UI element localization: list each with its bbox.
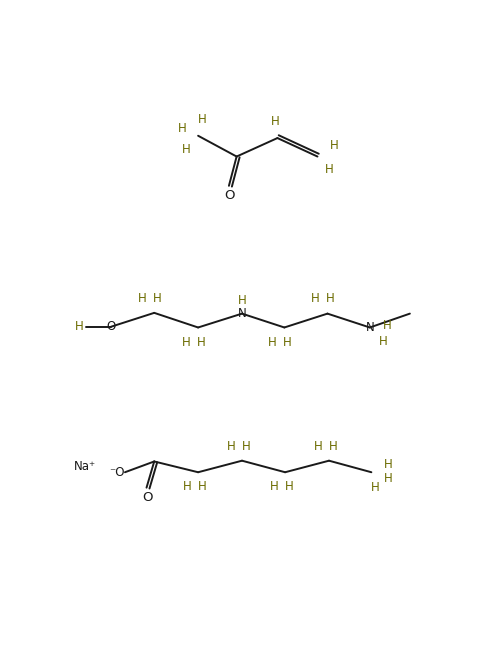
- Text: O: O: [225, 189, 235, 202]
- Text: H: H: [198, 480, 207, 493]
- Text: H: H: [270, 480, 279, 493]
- Text: O: O: [142, 491, 153, 504]
- Text: Na⁺: Na⁺: [74, 460, 96, 473]
- Text: H: H: [271, 116, 279, 129]
- Text: H: H: [384, 472, 393, 485]
- Text: H: H: [326, 292, 335, 306]
- Text: H: H: [325, 163, 333, 176]
- Text: H: H: [227, 439, 236, 452]
- Text: H: H: [75, 320, 84, 333]
- Text: H: H: [314, 439, 323, 452]
- Text: H: H: [379, 335, 388, 348]
- Text: ⁻O: ⁻O: [109, 466, 124, 479]
- Text: H: H: [384, 458, 393, 471]
- Text: H: H: [153, 292, 162, 305]
- Text: O: O: [106, 320, 116, 333]
- Text: H: H: [242, 439, 251, 452]
- Text: H: H: [311, 292, 320, 306]
- Text: H: H: [285, 480, 294, 493]
- Text: H: H: [198, 113, 206, 126]
- Text: H: H: [182, 143, 191, 156]
- Text: H: H: [371, 481, 380, 494]
- Text: H: H: [283, 335, 292, 348]
- Text: H: H: [138, 292, 146, 305]
- Text: H: H: [238, 294, 247, 307]
- Text: H: H: [329, 439, 338, 452]
- Text: H: H: [330, 139, 339, 152]
- Text: N: N: [365, 321, 374, 334]
- Text: H: H: [181, 335, 190, 348]
- Text: H: H: [183, 480, 192, 493]
- Text: H: H: [197, 335, 206, 348]
- Text: H: H: [382, 319, 391, 332]
- Text: N: N: [238, 307, 247, 320]
- Text: H: H: [178, 122, 187, 135]
- Text: H: H: [268, 335, 276, 348]
